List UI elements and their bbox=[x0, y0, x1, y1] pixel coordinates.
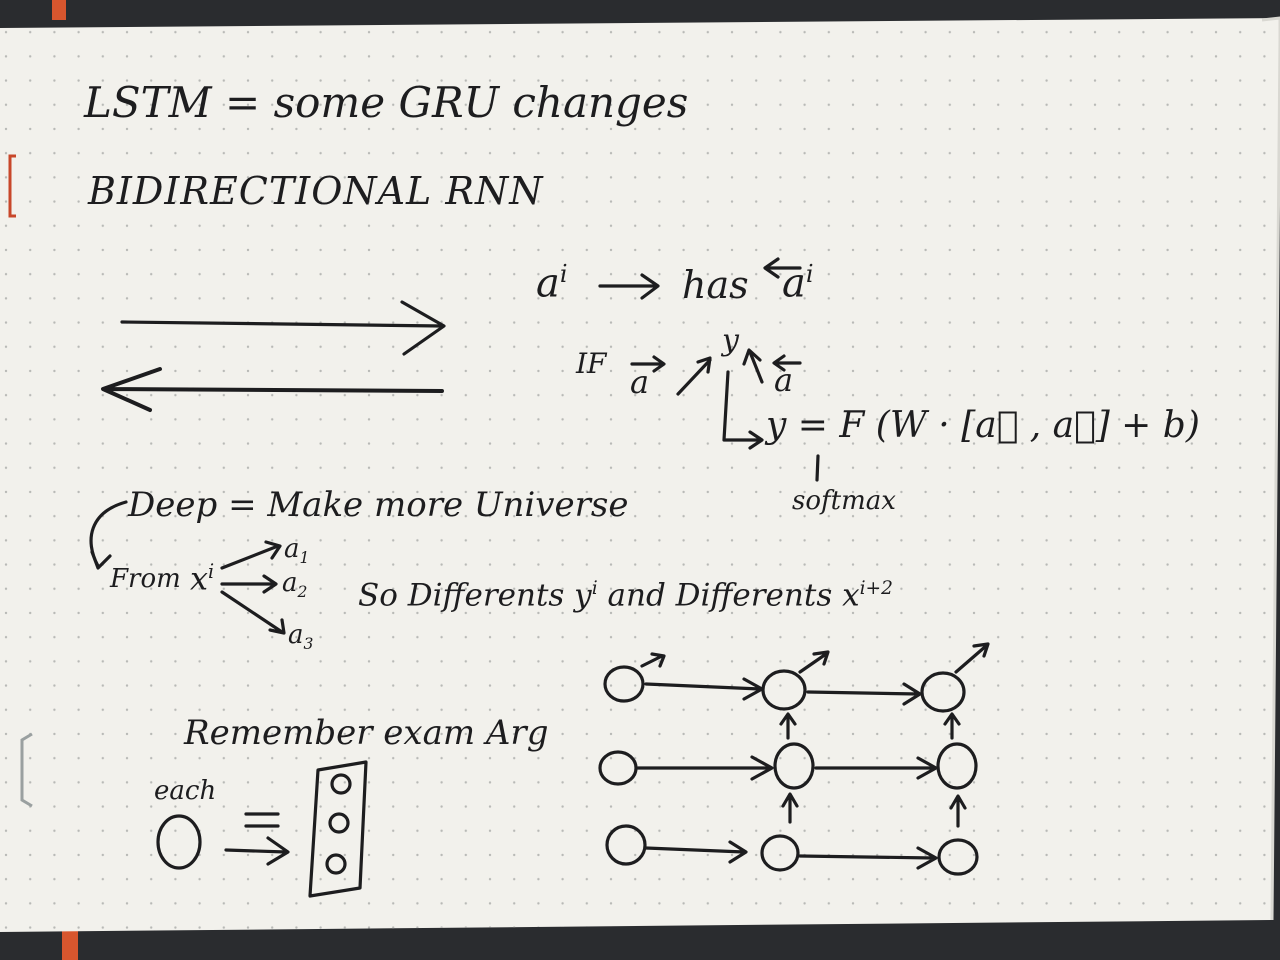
binding-tab-bottom bbox=[62, 925, 78, 960]
so-different-part2: and Differents x bbox=[597, 577, 860, 614]
so-different-sup1: i bbox=[591, 578, 598, 599]
if-forward-arrow bbox=[630, 355, 666, 373]
branch-label-1-sub: 1 bbox=[299, 549, 310, 568]
forward-arrow bbox=[120, 300, 446, 356]
deep-rnn-diagram bbox=[598, 642, 990, 876]
branch-label-3-sub: 3 bbox=[303, 635, 314, 654]
page-title: LSTM = some GRU changes bbox=[84, 78, 689, 127]
activation-forward: ai bbox=[536, 262, 568, 303]
from-x-sup: i bbox=[208, 560, 215, 583]
each-arrow bbox=[224, 836, 290, 866]
each-word: each bbox=[154, 776, 217, 806]
activation-forward-sup: i bbox=[559, 260, 568, 288]
has-word: has bbox=[682, 263, 749, 307]
stacked-units-box bbox=[308, 760, 368, 898]
paper-shadow-edge bbox=[1261, 16, 1280, 921]
formula: y = F (W · [a⃗ , a⃖] + b) bbox=[766, 405, 1200, 446]
stacked-unit-3 bbox=[325, 853, 347, 875]
branch-label-1-letter: a bbox=[284, 534, 300, 564]
if-diagonal-arrow bbox=[676, 356, 712, 396]
if-up-arrow bbox=[742, 348, 764, 384]
branch-arrow-1 bbox=[220, 540, 282, 570]
so-different-sup2: i+2 bbox=[859, 578, 893, 599]
section-heading: BIDIRECTIONAL RNN bbox=[88, 169, 544, 213]
so-different-part1: So Differents y bbox=[358, 577, 592, 614]
branch-label-3-letter: a bbox=[288, 620, 304, 650]
red-binding-mark bbox=[8, 154, 16, 218]
left-arrow-has bbox=[763, 257, 802, 279]
activation-backward: ai bbox=[782, 262, 814, 303]
branch-label-2: a2 bbox=[282, 570, 307, 601]
stacked-unit-2 bbox=[328, 812, 350, 834]
branch-arrow-3 bbox=[220, 590, 286, 635]
if-backward-arrow bbox=[772, 354, 802, 372]
right-arrow-has bbox=[598, 273, 660, 300]
softmax-label: softmax bbox=[792, 486, 896, 516]
so-different-line: So Differents yi and Differents xi+2 bbox=[358, 577, 893, 614]
branch-label-2-letter: a bbox=[282, 568, 298, 598]
if-activation-backward: a bbox=[774, 361, 794, 399]
remember-line: Remember exam Arg bbox=[184, 713, 549, 753]
binding-tab-top bbox=[52, 0, 66, 20]
activation-backward-sup: i bbox=[805, 260, 814, 288]
deep-line: Deep = Make more Universe bbox=[128, 485, 629, 525]
formula-connector bbox=[722, 370, 764, 450]
activation-backward-letter: a bbox=[782, 260, 806, 307]
branch-label-1: a1 bbox=[284, 536, 309, 567]
output-y: y bbox=[722, 323, 739, 358]
branch-label-2-sub: 2 bbox=[297, 583, 308, 602]
activation-forward-letter: a bbox=[536, 260, 560, 307]
if-word: IF bbox=[576, 347, 607, 380]
branch-label-3: a3 bbox=[288, 622, 313, 653]
from-x: xi bbox=[190, 562, 214, 595]
single-unit-circle bbox=[156, 814, 202, 870]
if-activation-forward: a bbox=[630, 363, 650, 401]
from-x-letter: x bbox=[190, 559, 209, 598]
each-equals-sign bbox=[244, 812, 280, 828]
branch-arrow-2 bbox=[220, 574, 278, 594]
grey-binding-mark bbox=[20, 732, 33, 808]
stacked-unit-1 bbox=[330, 773, 352, 795]
from-word: From bbox=[110, 564, 181, 594]
deep-curved-arrow bbox=[89, 500, 128, 570]
backward-arrow bbox=[101, 367, 444, 412]
softmax-tick bbox=[815, 454, 820, 482]
